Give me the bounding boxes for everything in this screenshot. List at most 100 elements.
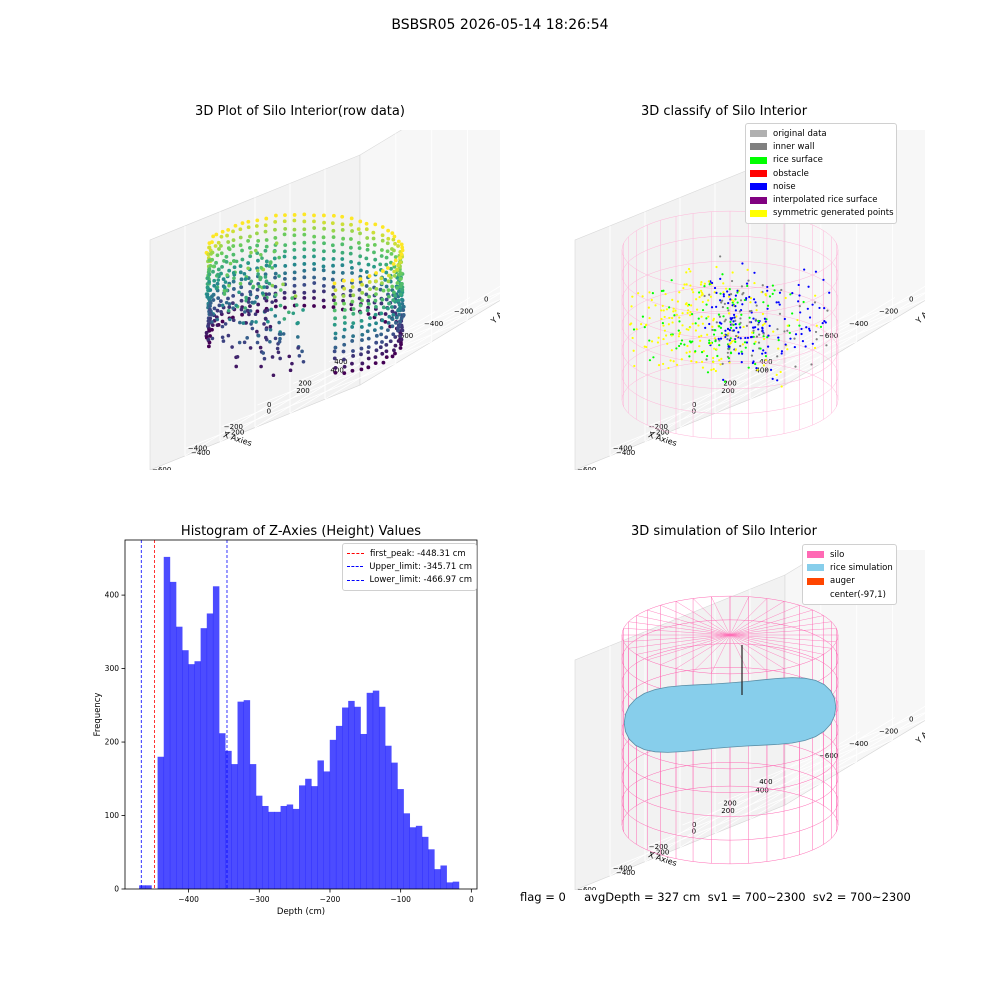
legend-entry: rice surface xyxy=(750,154,892,167)
data-point xyxy=(712,360,715,364)
data-point xyxy=(357,261,361,266)
data-point xyxy=(360,361,365,366)
data-point xyxy=(322,220,326,225)
data-point xyxy=(399,337,404,342)
data-point xyxy=(214,286,219,291)
data-point xyxy=(665,308,669,311)
data-point xyxy=(340,214,345,219)
silo-wireframe xyxy=(729,601,785,636)
data-point xyxy=(331,285,336,289)
silo-wireframe xyxy=(729,621,832,636)
data-point xyxy=(637,292,640,295)
data-point xyxy=(333,316,338,321)
data-point xyxy=(383,312,388,316)
data-point xyxy=(264,327,269,332)
data-point xyxy=(734,309,737,312)
data-point xyxy=(762,337,766,341)
data-point xyxy=(698,345,701,348)
data-point xyxy=(757,328,760,331)
data-point xyxy=(211,264,216,269)
data-point xyxy=(350,325,355,329)
histogram-bar xyxy=(243,700,251,889)
data-point xyxy=(727,309,730,312)
data-point xyxy=(807,327,811,330)
data-point xyxy=(721,299,724,302)
data-point xyxy=(256,272,260,276)
data-point xyxy=(243,306,248,310)
data-point xyxy=(715,305,718,308)
histogram-bar xyxy=(366,692,374,889)
data-point xyxy=(242,340,247,345)
data-point xyxy=(763,322,766,325)
data-point xyxy=(238,270,243,275)
data-point xyxy=(759,347,762,350)
x-tick-label: 400 xyxy=(755,366,768,374)
data-point xyxy=(238,243,243,248)
data-point xyxy=(219,309,223,314)
data-point xyxy=(803,268,806,271)
data-point xyxy=(374,279,378,284)
data-point xyxy=(783,330,786,333)
data-point xyxy=(676,300,680,303)
data-point xyxy=(720,332,723,335)
data-point xyxy=(234,259,239,264)
data-point xyxy=(359,268,363,273)
data-point xyxy=(321,298,326,303)
data-point xyxy=(287,354,292,359)
plot-frame xyxy=(124,539,478,890)
data-point xyxy=(340,263,345,268)
data-point xyxy=(398,319,402,324)
data-point xyxy=(720,357,723,360)
data-point xyxy=(341,334,346,339)
data-point xyxy=(752,360,755,363)
data-point xyxy=(221,339,226,343)
data-point xyxy=(351,349,355,353)
data-point xyxy=(711,325,714,328)
legend-entry: Upper_limit: -345.71 cm xyxy=(347,560,472,573)
data-point xyxy=(640,323,643,326)
data-point xyxy=(208,307,212,312)
data-point xyxy=(386,236,391,241)
data-point xyxy=(678,316,681,319)
data-point xyxy=(398,292,403,297)
data-point xyxy=(331,298,336,303)
data-point xyxy=(248,234,252,239)
data-point xyxy=(330,243,335,248)
data-point xyxy=(718,315,722,318)
data-point xyxy=(312,226,317,230)
data-point xyxy=(664,334,668,337)
data-point xyxy=(232,276,236,281)
rice-surface xyxy=(623,677,837,753)
data-point xyxy=(392,234,397,239)
data-point xyxy=(776,379,779,382)
data-point xyxy=(366,336,371,341)
data-point xyxy=(205,292,210,297)
data-point xyxy=(398,334,402,339)
data-point xyxy=(811,303,814,306)
data-point xyxy=(246,261,251,265)
data-point xyxy=(380,318,385,323)
data-point xyxy=(822,278,825,281)
data-point xyxy=(791,312,794,315)
data-point xyxy=(358,231,362,236)
silo-wireframe xyxy=(729,598,768,636)
data-point xyxy=(358,303,363,308)
data-point xyxy=(372,328,377,333)
data-point xyxy=(374,348,379,353)
data-point xyxy=(739,344,742,348)
data-point xyxy=(777,339,780,342)
data-point xyxy=(264,263,269,268)
histogram-bar xyxy=(212,586,220,889)
data-point xyxy=(723,302,726,305)
histogram-bar xyxy=(194,661,201,889)
histogram-bar xyxy=(391,762,398,889)
simulation-3d-plot: −600−400−2000200400−600−400−2000200400X … xyxy=(574,550,925,890)
data-point xyxy=(274,213,278,218)
data-point xyxy=(749,297,752,300)
data-point xyxy=(273,275,277,280)
data-point xyxy=(750,354,754,357)
silo-wireframe xyxy=(621,762,839,841)
data-point xyxy=(776,328,779,331)
data-point xyxy=(766,345,770,348)
data-point xyxy=(379,276,384,281)
